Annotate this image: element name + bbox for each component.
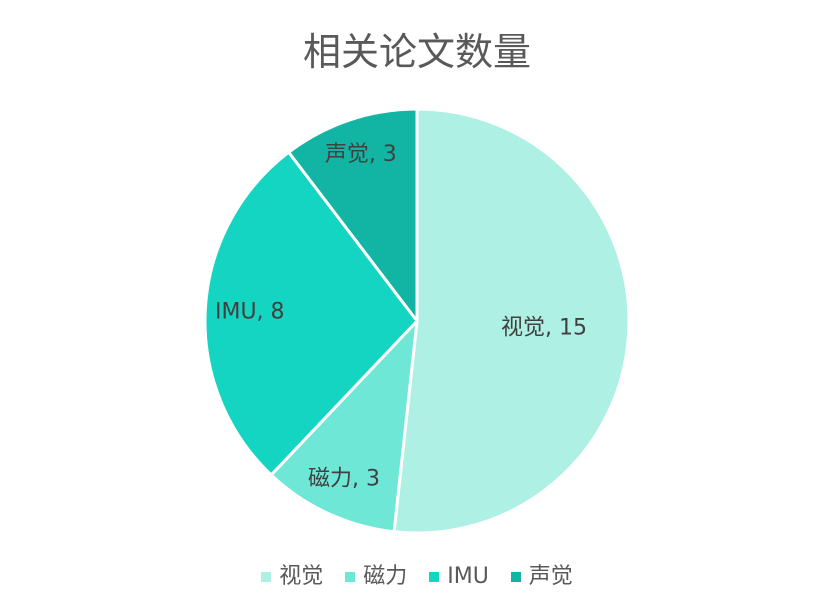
legend-swatch-1 [345,572,356,582]
legend-label-2: IMU [447,564,489,589]
legend-swatch-3 [510,572,521,582]
data-label-1: 磁力, 3 [308,466,380,491]
legend-label-3: 声觉 [528,564,573,589]
chart-legend: 视觉 磁力 IMU 声觉 [0,562,834,592]
pie-slice-3 [287,107,419,323]
pie-slice-1 [269,319,419,534]
data-label-2: IMU, 8 [215,299,285,324]
legend-item-1: 磁力 [345,562,407,592]
legend-swatch-0 [261,572,272,582]
pie-slice-2 [203,150,419,477]
data-label-3: 声觉, 3 [325,142,397,167]
legend-label-1: 磁力 [363,564,408,589]
legend-item-0: 视觉 [261,562,323,592]
legend-swatch-2 [429,572,440,582]
chart-title: 相关论文数量 [302,30,531,74]
legend-item-2: IMU [429,562,489,592]
data-label-0: 视觉, 15 [501,315,587,340]
legend-item-3: 声觉 [510,562,573,592]
legend-label-0: 视觉 [279,564,324,589]
pie-slice-0 [392,107,631,535]
